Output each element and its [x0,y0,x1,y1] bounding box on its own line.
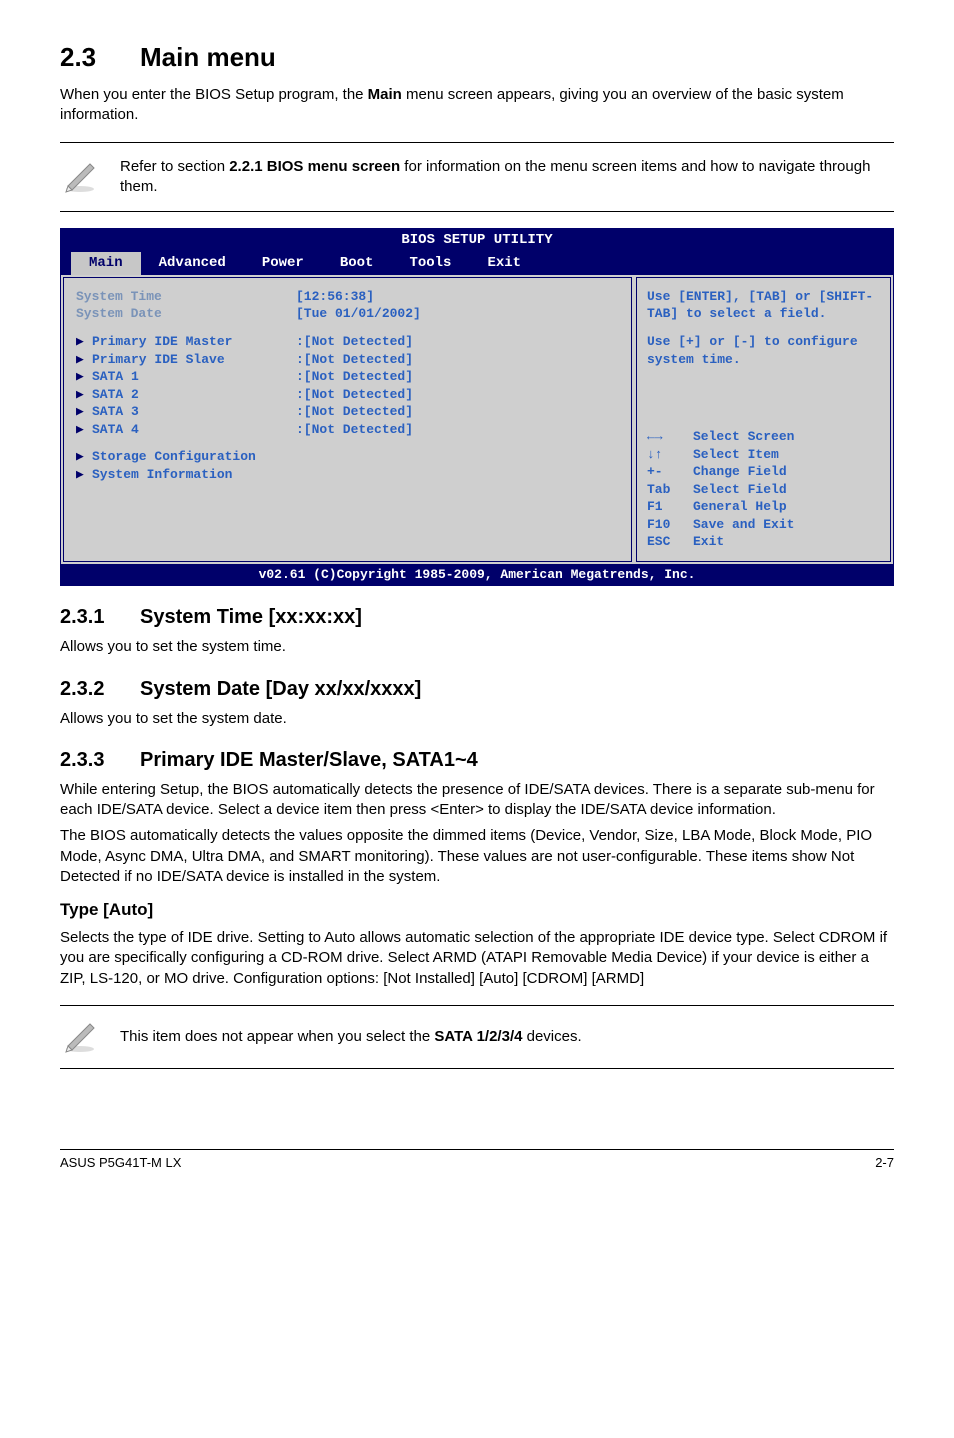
section-2-3-3-p2: The BIOS automatically detects the value… [60,826,894,887]
help-text-2: Use [+] or [-] to configure system time. [647,333,880,368]
triangle-icon: ▶ [76,368,92,386]
nav-desc: Select Field [693,481,787,499]
triangle-icon: ▶ [76,333,92,351]
bios-screenshot: BIOS SETUP UTILITY Main Advanced Power B… [60,228,894,586]
page-title: 2.3Main menu [60,40,894,75]
intro-paragraph: When you enter the BIOS Setup program, t… [60,85,894,126]
footer-left: ASUS P5G41T-M LX [60,1154,181,1172]
triangle-icon: ▶ [76,386,92,404]
note-2: This item does not appear when you selec… [60,1005,894,1069]
tab-power[interactable]: Power [244,252,322,275]
nav-desc: Exit [693,533,724,551]
triangle-icon: ▶ [76,421,92,439]
system-time-label: System Time [76,288,296,306]
system-date-value[interactable]: [Tue 01/01/2002] [296,305,421,323]
triangle-icon: ▶ [76,448,92,466]
bios-tab-bar: Main Advanced Power Boot Tools Exit [61,252,893,275]
device-value: :[Not Detected] [296,351,413,369]
device-value: :[Not Detected] [296,368,413,386]
type-heading: Type [Auto] [60,899,894,922]
type-body: Selects the type of IDE drive. Setting t… [60,928,894,989]
nav-desc: General Help [693,498,787,516]
device-value: :[Not Detected] [296,333,413,351]
device-value: :[Not Detected] [296,421,413,439]
device-label[interactable]: SATA 4 [92,421,296,439]
device-label[interactable]: SATA 3 [92,403,296,421]
help-text-1: Use [ENTER], [TAB] or [SHIFT-TAB] to sel… [647,288,880,323]
nav-key: ↓↑ [647,446,693,464]
device-value: :[Not Detected] [296,403,413,421]
tab-boot[interactable]: Boot [322,252,392,275]
system-information[interactable]: System Information [92,466,232,484]
device-label[interactable]: SATA 1 [92,368,296,386]
device-label[interactable]: Primary IDE Master [92,333,296,351]
device-label[interactable]: Primary IDE Slave [92,351,296,369]
bios-left-panel: System Time[12:56:38] System Date[Tue 01… [63,277,632,562]
device-label[interactable]: SATA 2 [92,386,296,404]
storage-configuration[interactable]: Storage Configuration [92,448,256,466]
triangle-icon: ▶ [76,351,92,369]
note-1: Refer to section 2.2.1 BIOS menu screen … [60,142,894,213]
system-time-value[interactable]: [12:56:38] [296,288,374,306]
footer-right: 2-7 [875,1154,894,1172]
nav-key: F1 [647,498,693,516]
tab-tools[interactable]: Tools [391,252,469,275]
tab-exit[interactable]: Exit [469,252,539,275]
nav-key: Tab [647,481,693,499]
triangle-icon: ▶ [76,466,92,484]
nav-desc: Select Item [693,446,779,464]
tab-advanced[interactable]: Advanced [141,252,244,275]
section-2-3-3-p1: While entering Setup, the BIOS automatic… [60,780,894,821]
section-2-3-1-body: Allows you to set the system time. [60,637,894,657]
bios-help-panel: Use [ENTER], [TAB] or [SHIFT-TAB] to sel… [636,277,891,562]
pencil-icon [60,154,100,200]
nav-key: ←→ [647,428,693,446]
nav-desc: Change Field [693,463,787,481]
bios-copyright: v02.61 (C)Copyright 1985-2009, American … [61,564,893,586]
nav-desc: Select Screen [693,428,794,446]
page-footer: ASUS P5G41T-M LX 2-7 [60,1149,894,1172]
tab-main[interactable]: Main [71,252,141,275]
device-value: :[Not Detected] [296,386,413,404]
nav-desc: Save and Exit [693,516,794,534]
nav-key: ESC [647,533,693,551]
section-2-3-2: 2.3.2System Date [Day xx/xx/xxxx] [60,676,894,703]
system-date-label: System Date [76,305,296,323]
section-2-3-3: 2.3.3Primary IDE Master/Slave, SATA1~4 [60,747,894,774]
pencil-icon [60,1014,100,1060]
section-2-3-1: 2.3.1System Time [xx:xx:xx] [60,604,894,631]
triangle-icon: ▶ [76,403,92,421]
nav-key: +- [647,463,693,481]
bios-title: BIOS SETUP UTILITY [61,229,893,252]
section-2-3-2-body: Allows you to set the system date. [60,709,894,729]
nav-key: F10 [647,516,693,534]
